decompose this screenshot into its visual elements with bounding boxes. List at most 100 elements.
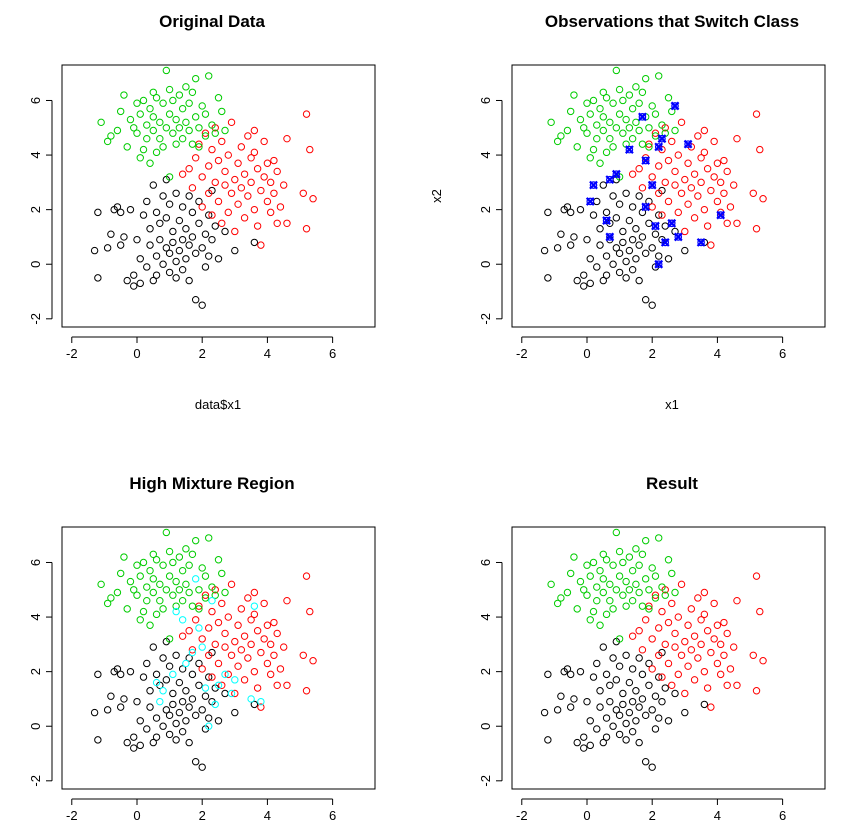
point-red [710,173,718,181]
point-black [661,684,669,692]
point-green [178,566,187,575]
point-black [175,216,184,225]
point-red [664,659,673,668]
point-red [257,186,265,195]
point-green [651,110,660,118]
point-black [641,711,650,720]
point-black [609,722,617,730]
point-green [645,586,653,594]
point-red [201,129,210,137]
point-green [606,596,614,605]
point-black [185,654,193,662]
point-green [107,594,115,602]
point-red [674,613,682,621]
switch-marker [670,101,680,111]
point-black [651,692,660,700]
point-red [218,681,226,689]
point-black [609,192,617,200]
point-black [146,687,154,695]
point-black [185,192,193,200]
scatter-points [540,66,767,309]
point-black [185,241,193,249]
point-black [198,301,206,309]
point-black [185,738,193,747]
point-red [231,227,239,236]
point-red [208,607,216,616]
point-green [593,121,601,129]
point-black [201,263,210,271]
point-red [201,591,210,599]
point-red [648,665,656,673]
x-axis-label: x1 [665,397,679,412]
point-green [198,564,206,572]
switch-marker [641,202,651,212]
point-red [231,689,239,698]
point-red [651,129,660,137]
point-green [185,126,193,135]
point-green [599,550,607,558]
point-green [586,154,594,162]
point-black [632,717,640,725]
point-red [628,632,637,640]
point-black [632,687,640,695]
point-red [224,670,232,679]
point-green [664,556,673,564]
point-red [302,687,311,695]
point-black [622,274,630,282]
point-green [612,586,621,594]
y-axis-label: x2 [429,189,444,203]
point-green [159,605,167,613]
point-black [152,733,161,741]
point-red [684,621,692,629]
point-black [655,211,663,219]
switch-marker [660,238,670,247]
point-red [707,703,715,711]
point-red [700,588,709,597]
point-black [172,189,180,197]
axes: -2 0 2 4 6 -2 0 2 4 6 [28,97,336,361]
point-green [671,126,679,135]
point-black [700,700,709,709]
point-black [182,717,190,725]
point-black [143,725,151,733]
point-black [191,758,200,766]
point-red [234,662,242,670]
point-green [625,124,634,132]
point-black [589,211,598,219]
y-tick-label: 6 [478,559,493,566]
point-cyan [214,681,223,689]
point-black [553,244,562,252]
point-green [602,94,611,102]
point-green [221,588,229,597]
point-black [596,703,604,711]
point-red [283,134,291,143]
point-green [645,124,653,132]
point-green [136,154,144,162]
point-green [619,129,627,137]
point-green [606,134,614,143]
point-red [687,184,696,192]
point-black [557,230,565,238]
point-cyan [182,659,190,668]
point-red [227,651,236,659]
point-black [599,181,607,189]
scatter-points [90,528,317,771]
point-red [283,681,291,689]
point-green [149,588,157,597]
point-red [266,640,275,649]
point-green [195,143,203,151]
point-black [185,703,193,711]
point-black [553,706,562,714]
point-green [149,550,157,558]
point-green [159,143,167,151]
point-red [674,208,682,217]
point-black [641,249,650,258]
point-black [544,670,552,679]
y-tick-label: 0 [478,723,493,730]
point-black [651,230,660,238]
point-red [266,208,275,217]
point-green [165,173,174,181]
point-green [146,104,154,113]
point-green [165,635,174,643]
